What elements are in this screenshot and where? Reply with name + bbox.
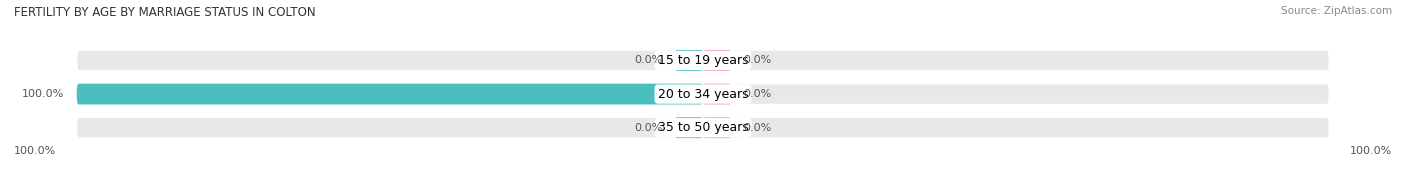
Text: 0.0%: 0.0% — [744, 55, 772, 65]
Text: 100.0%: 100.0% — [22, 89, 65, 99]
Text: FERTILITY BY AGE BY MARRIAGE STATUS IN COLTON: FERTILITY BY AGE BY MARRIAGE STATUS IN C… — [14, 6, 316, 19]
FancyBboxPatch shape — [703, 84, 731, 104]
FancyBboxPatch shape — [77, 50, 1329, 71]
Text: 0.0%: 0.0% — [634, 123, 662, 133]
Text: 35 to 50 years: 35 to 50 years — [658, 121, 748, 134]
Text: 100.0%: 100.0% — [1350, 145, 1392, 156]
Text: 0.0%: 0.0% — [744, 89, 772, 99]
FancyBboxPatch shape — [703, 50, 731, 71]
FancyBboxPatch shape — [77, 117, 1329, 138]
Text: 0.0%: 0.0% — [744, 123, 772, 133]
Text: 100.0%: 100.0% — [14, 145, 56, 156]
Text: 15 to 19 years: 15 to 19 years — [658, 54, 748, 67]
FancyBboxPatch shape — [675, 50, 703, 71]
FancyBboxPatch shape — [77, 84, 703, 104]
FancyBboxPatch shape — [675, 117, 703, 138]
Text: Source: ZipAtlas.com: Source: ZipAtlas.com — [1281, 6, 1392, 16]
Text: 0.0%: 0.0% — [634, 55, 662, 65]
Text: 20 to 34 years: 20 to 34 years — [658, 88, 748, 101]
FancyBboxPatch shape — [703, 117, 731, 138]
FancyBboxPatch shape — [77, 84, 1329, 104]
